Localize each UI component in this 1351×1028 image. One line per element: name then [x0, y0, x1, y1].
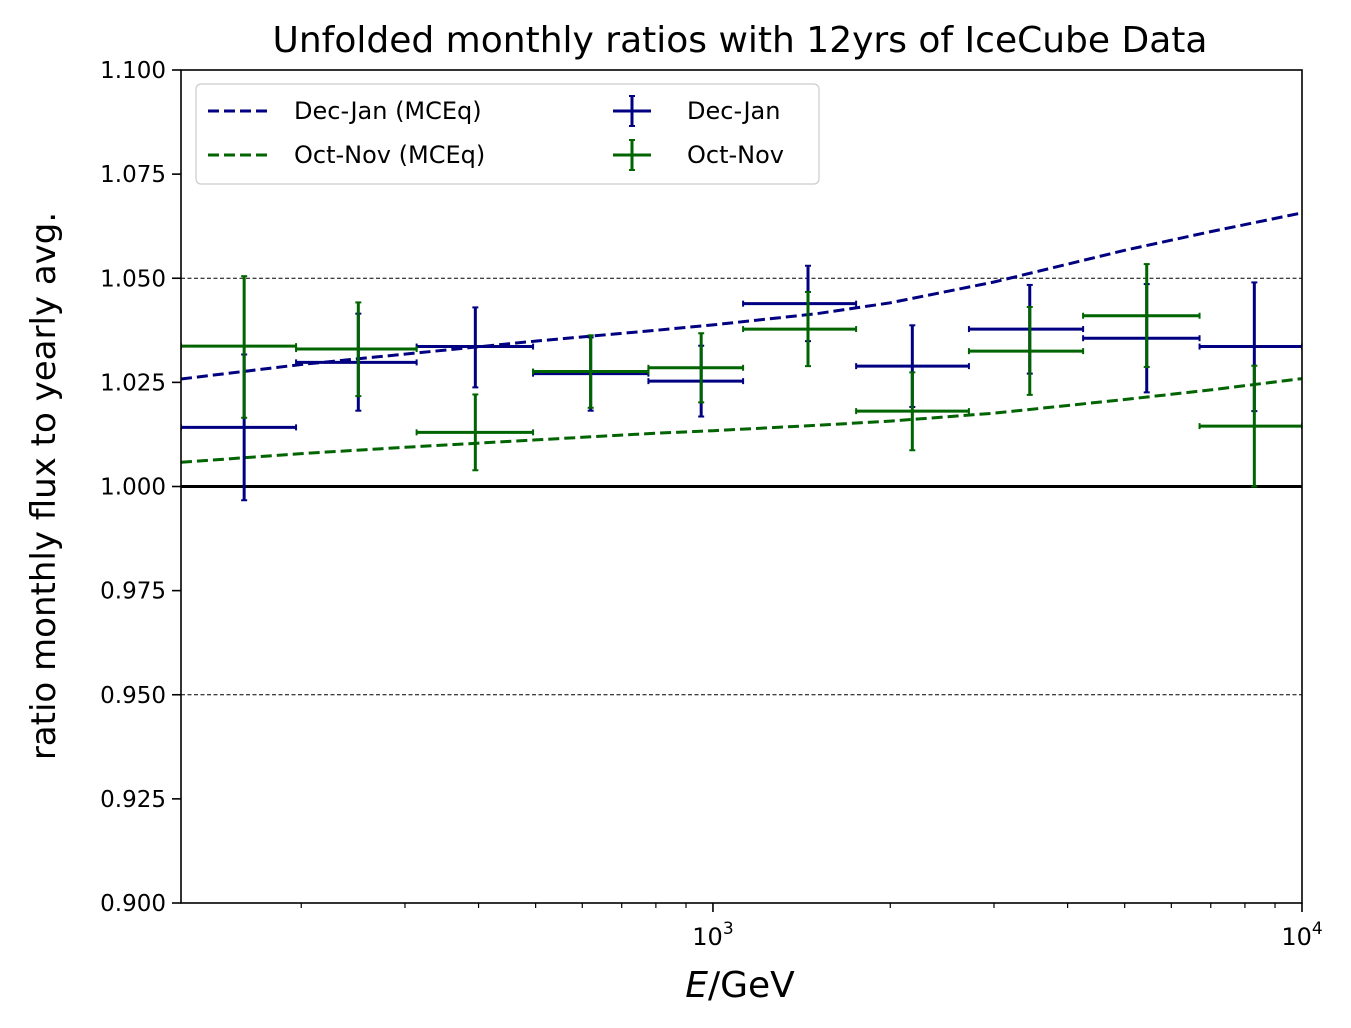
legend: Dec-Jan (MCEq) Oct-Nov (MCEq) Dec-Jan Oct-N… [195, 83, 820, 185]
errorbar-point [855, 371, 970, 452]
y-axis-label: ratio monthly flux to yearly avg. [24, 212, 64, 760]
errorbar-point [295, 301, 418, 398]
errorbar-point [647, 344, 745, 418]
errorbar-point [181, 275, 298, 419]
errorbar-point [967, 305, 1085, 396]
axes-frame [180, 69, 1303, 904]
legend-label: Oct-Nov [687, 141, 784, 169]
y-tick-label: 0.975 [100, 579, 166, 605]
model-curve-0 [181, 211, 1302, 381]
y-tick-label: 1.000 [100, 475, 166, 501]
errorbar-point [742, 290, 858, 368]
errorbar-point [532, 334, 650, 409]
errorbar-point [415, 306, 535, 389]
y-tick-label: 0.900 [100, 891, 166, 917]
legend-label: Dec-Jan (MCEq) [294, 97, 482, 125]
x-tick-label: 103 [692, 919, 733, 951]
errorbar-point [1198, 364, 1302, 488]
legend-entry: Oct-Nov [613, 139, 784, 171]
x-axis-label: E/GeV [685, 965, 795, 1006]
errorbar-point [967, 283, 1085, 375]
errorbar-point [1082, 283, 1201, 394]
legend-entry: Dec-Jan [613, 95, 780, 127]
errorbar-point [647, 332, 745, 404]
legend-box [195, 83, 820, 185]
errorbar-point [1082, 263, 1201, 368]
y-tick-label: 0.950 [100, 683, 166, 709]
x-tick-label: 104 [1281, 919, 1322, 951]
errorbar-point [415, 393, 535, 472]
y-tick-label: 0.925 [100, 787, 166, 813]
y-tick-label: 1.050 [100, 266, 166, 292]
errorbar-point [1198, 281, 1302, 413]
legend-entry: Dec-Jan (MCEq) [208, 97, 482, 125]
y-tick-label: 1.100 [100, 58, 166, 84]
legend-entry: Oct-Nov (MCEq) [208, 141, 485, 169]
legend-label: Oct-Nov (MCEq) [294, 141, 485, 169]
y-tick-label: 1.075 [100, 162, 166, 188]
y-tick-label: 1.025 [100, 370, 166, 396]
model-curve-1 [181, 377, 1302, 464]
legend-label: Dec-Jan [687, 97, 780, 125]
chart-title: Unfolded monthly ratios with 12yrs of Ic… [273, 20, 1208, 61]
